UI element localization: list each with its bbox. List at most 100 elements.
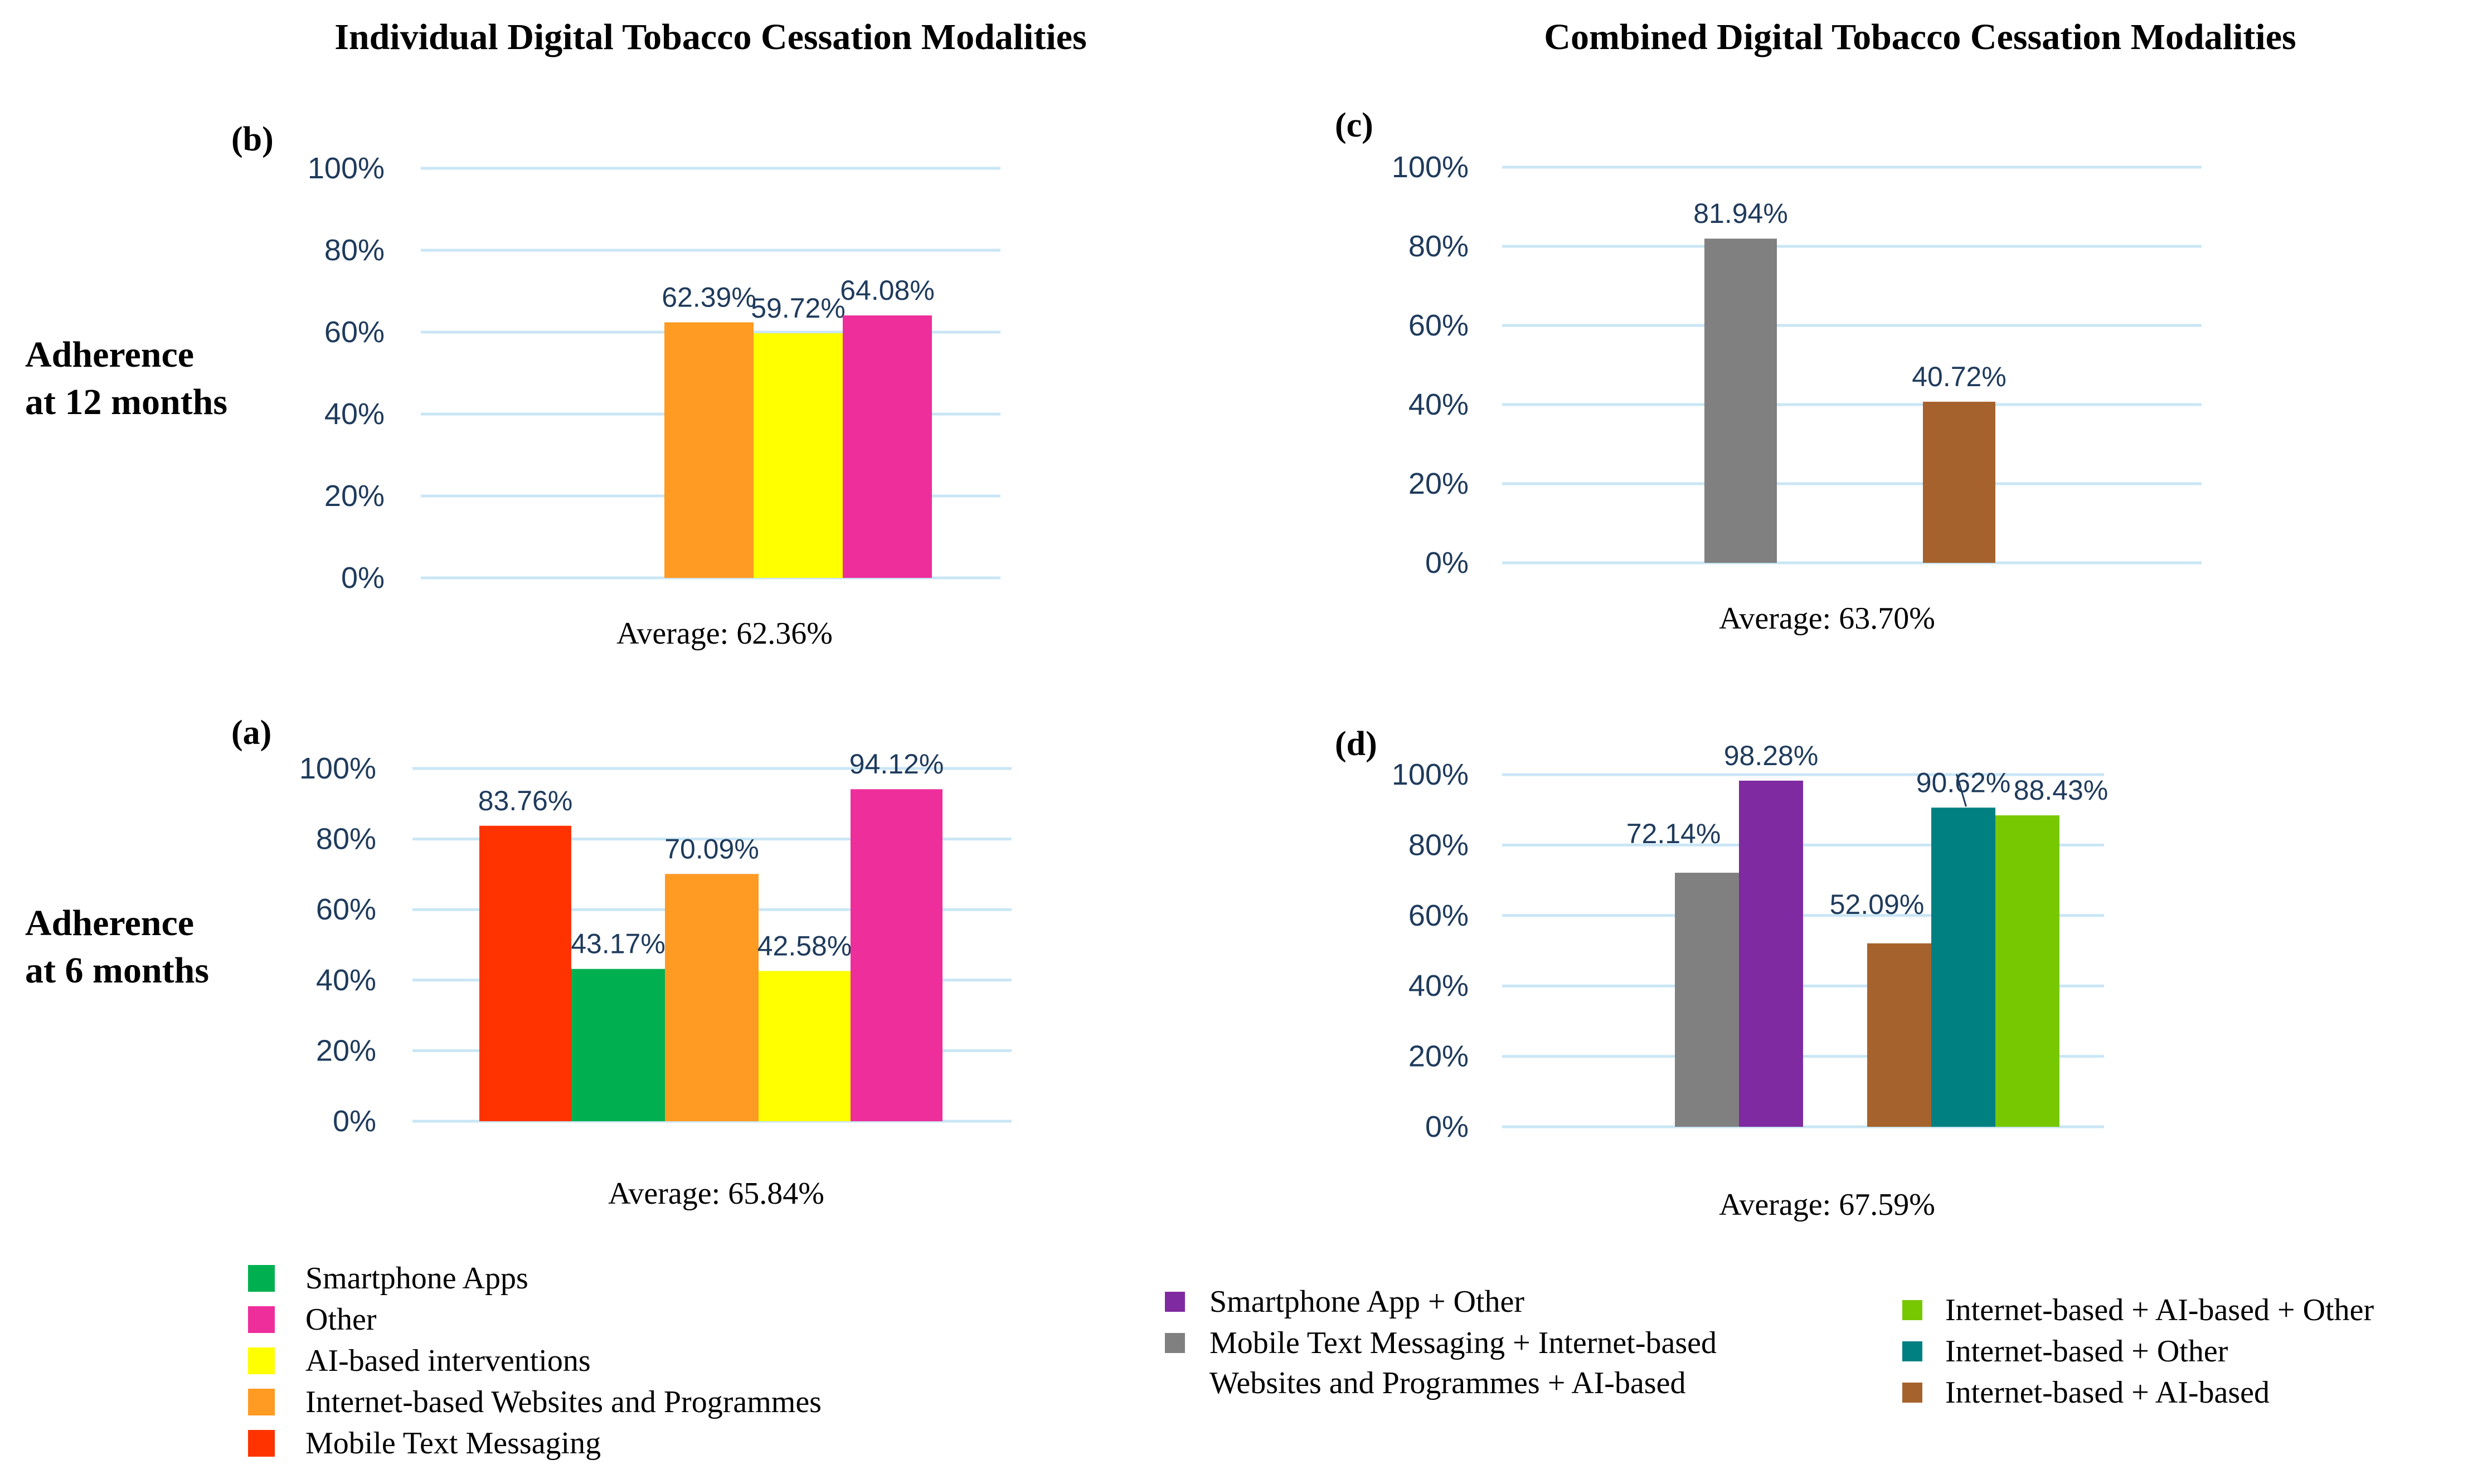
row-label-6-months-line1: Adherence [25,903,194,943]
average-label: Average: 65.84% [608,1176,824,1211]
legend-label: Internet-based + Other [1945,1334,2228,1369]
data-label: 90.62% [1916,767,2011,798]
legend-label: Internet-based Websites and Programmes [305,1385,822,1419]
legend-label: AI-based interventions [305,1344,591,1378]
legend-label: Other [305,1302,377,1337]
y-tick-label: 20% [324,479,385,513]
y-tick-label: 0% [333,1105,376,1138]
y-tick-label: 60% [316,893,376,926]
chart-panel-c: (c) 0% 20% 40% 60% 80% 100% 81.94% 40.72% Average… [1335,106,2202,636]
left-column-title: Individual Digital Tobacco Cessation Mod… [334,17,1087,57]
data-label: 64.08% [840,275,935,306]
right-column-title: Combined Digital Tobacco Cessation Modal… [1544,17,2296,57]
y-tick-label: 80% [1408,828,1469,862]
bar [759,971,851,1121]
legend-swatch [1902,1341,1922,1361]
bar [851,789,942,1121]
bar [1704,239,1777,563]
row-label-12-months-line2: at 12 months [25,382,227,422]
row-label-6-months-line2: at 6 months [25,950,209,991]
data-label: 72.14% [1626,818,1721,849]
legend-label: Smartphone App + Other [1209,1284,1524,1319]
legend-right-a: Smartphone App + Other Mobile Text Messag… [1165,1284,1717,1400]
legend-label: Smartphone Apps [305,1261,528,1296]
data-label: 83.76% [478,785,573,816]
panel-label: (d) [1335,725,1377,763]
y-tick-label: 0% [1425,546,1469,580]
y-tick-label: 80% [324,233,385,267]
legend-swatch [1902,1383,1922,1403]
data-label: 42.58% [757,930,852,961]
y-tick-label: 100% [299,752,376,785]
bar [1675,873,1739,1127]
y-tick-label: 80% [316,823,376,856]
y-tick-label: 100% [1392,758,1469,791]
y-tick-label: 60% [1408,309,1469,342]
y-tick-label: 60% [1408,899,1469,932]
data-label: 62.39% [662,281,756,313]
legends-layer: Smartphone Apps Other AI-based interventio… [248,1261,2374,1461]
y-tick-label: 40% [1408,388,1469,421]
legend-swatch [248,1306,275,1333]
y-tick-label: 40% [1408,969,1469,1003]
data-label: 94.12% [849,748,944,780]
charts-layer: (b) 0% 20% 40% 60% 80% 100% 62.39%59.72%64.08% A… [231,106,2202,1222]
bar [479,825,571,1121]
legend-label: Mobile Text Messaging [305,1426,601,1461]
legend-swatch [248,1265,275,1292]
data-label: 43.17% [571,928,665,960]
data-label: 98.28% [1724,740,1819,771]
legend-label: Internet-based + AI-based + Other [1945,1293,2374,1327]
legend-label: Websites and Programmes + AI-based [1209,1366,1685,1400]
bar [665,874,759,1121]
y-tick-label: 60% [324,315,385,349]
data-label: 81.94% [1693,198,1788,229]
y-tick-label: 20% [1408,467,1469,500]
panel-label: (b) [231,120,274,158]
legend-label: Internet-based + AI-based [1945,1375,2270,1410]
y-tick-label: 20% [316,1034,376,1067]
chart-panel-b: (b) 0% 20% 40% 60% 80% 100% 62.39%59.72%64.08% A… [231,120,1000,651]
legend-swatch [1165,1292,1185,1312]
average-label: Average: 63.70% [1719,601,1935,636]
leader-line [1956,773,1967,807]
bar [1931,807,1995,1127]
chart-panel-d: (d) 0% 20% 40% 60% 80% 100% 72.14% 98.28% 52.09% 9… [1335,725,2108,1222]
bar [664,322,754,578]
data-label: 52.09% [1830,889,1925,920]
y-tick-label: 100% [308,152,385,185]
y-tick-label: 0% [341,561,385,595]
legend-right-b: Internet-based + AI-based + Other Interne… [1902,1293,2374,1410]
average-label: Average: 62.36% [616,616,833,651]
chart-panel-a: (a) 0% 20% 40% 60% 80% 100% 83.76% 43.17% 70.09% 4… [231,714,1012,1211]
bar [1995,815,2059,1127]
legend-swatch [1165,1333,1185,1353]
bar [571,969,665,1121]
data-label: 70.09% [664,833,759,864]
bar [843,315,932,578]
bar [1739,780,1803,1127]
y-tick-label: 100% [1392,150,1469,184]
y-tick-label: 20% [1408,1040,1469,1073]
average-label: Average: 67.59% [1719,1188,1935,1222]
y-tick-label: 40% [324,397,385,431]
legend-swatch [248,1389,275,1415]
bar [1923,401,1995,563]
legend-left: Smartphone Apps Other AI-based interventio… [248,1261,822,1461]
y-tick-label: 80% [1408,230,1469,263]
y-tick-label: 40% [316,964,376,997]
y-tick-label: 0% [1425,1110,1469,1144]
data-label: 59.72% [751,293,846,324]
bar [1867,943,1931,1127]
data-label: 40.72% [1912,361,2007,392]
legend-swatch [248,1347,275,1374]
row-label-12-months-line1: Adherence [25,334,194,375]
legend-swatch [248,1430,275,1457]
data-label: 88.43% [2014,775,2109,806]
bar [754,333,843,578]
panel-label: (c) [1335,106,1373,144]
legend-swatch [1902,1300,1922,1320]
panel-label: (a) [231,714,271,752]
legend-label: Mobile Text Messaging + Internet-based [1209,1326,1717,1360]
